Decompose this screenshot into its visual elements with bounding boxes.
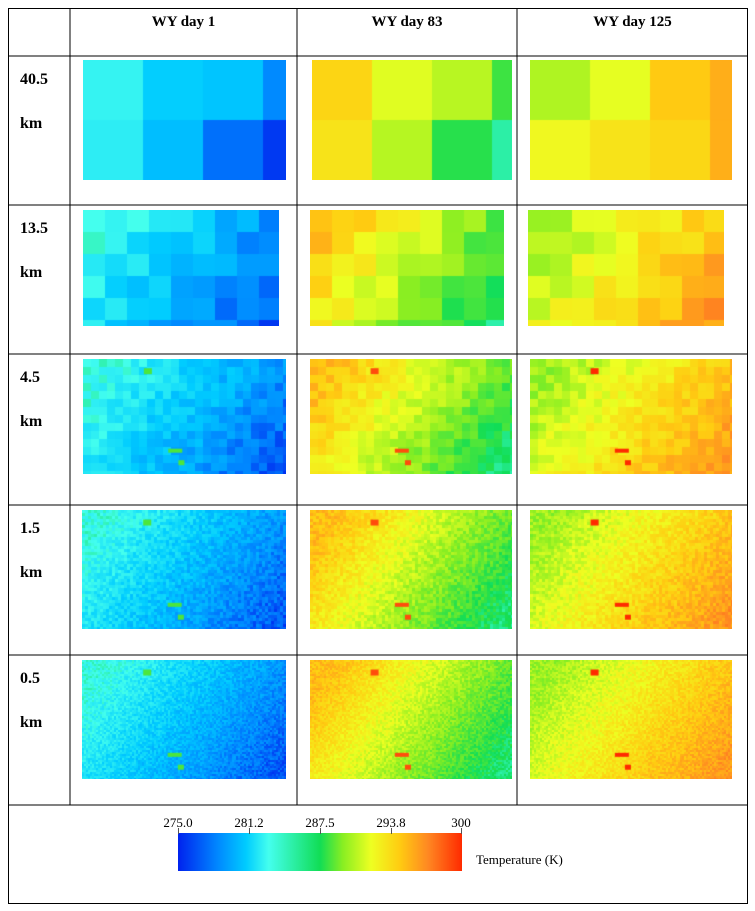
colorbar <box>178 833 462 871</box>
map-1-5km-day-1 <box>82 510 286 629</box>
row-label-unit: km <box>20 115 43 132</box>
map-1-5km-day-125 <box>530 510 732 629</box>
map-40-5km-day-125 <box>530 60 732 180</box>
row-label-1-5km: 1.5 km <box>20 507 42 595</box>
map-0-5km-day-1 <box>82 660 286 779</box>
row-label-unit: km <box>20 264 43 281</box>
row-label-value: 13.5 <box>20 220 48 237</box>
colorbar-tick-label: 275.0 <box>163 815 193 830</box>
colorbar-tick-label: 281.2 <box>234 815 264 830</box>
map-4-5km-day-83 <box>310 359 512 474</box>
map-4-5km-day-125 <box>530 359 732 474</box>
colorbar-tick-label: 287.5 <box>305 815 335 830</box>
map-0-5km-day-83 <box>310 660 512 779</box>
colorbar-title: Temperature (K) <box>476 852 563 867</box>
map-0-5km-day-125 <box>530 660 732 779</box>
row-label-13-5km: 13.5 km <box>20 207 48 295</box>
colorbar-tick <box>178 828 179 834</box>
column-header-day-1: WY day 1 <box>151 14 216 30</box>
map-13-5km-day-125 <box>528 210 724 326</box>
colorbar-tick <box>320 828 321 834</box>
row-label-value: 0.5 <box>20 670 40 687</box>
column-header-day-83: WY day 83 <box>371 14 443 30</box>
colorbar-tick-label: 293.8 <box>376 815 406 830</box>
colorbar-tick <box>391 828 392 834</box>
map-13-5km-day-1 <box>83 210 279 326</box>
map-1-5km-day-83 <box>310 510 512 629</box>
row-label-unit: km <box>20 714 43 731</box>
map-40-5km-day-1 <box>83 60 286 180</box>
row-label-40-5km: 40.5 km <box>20 58 48 146</box>
column-header-day-125: WY day 125 <box>593 14 672 30</box>
row-label-4-5km: 4.5 km <box>20 356 42 444</box>
colorbar-tick-label: 300 <box>451 815 471 830</box>
map-4-5km-day-1 <box>83 359 286 474</box>
row-label-0-5km: 0.5 km <box>20 657 42 745</box>
colorbar-tick <box>461 828 462 834</box>
map-40-5km-day-83 <box>312 60 512 180</box>
row-label-unit: km <box>20 413 43 430</box>
row-label-value: 4.5 <box>20 369 40 386</box>
row-label-value: 40.5 <box>20 71 48 88</box>
row-label-value: 1.5 <box>20 520 40 537</box>
figure-grid: WY day 1 WY day 83 WY day 125 40.5 km 13… <box>8 8 748 904</box>
table-lines <box>8 8 748 904</box>
colorbar-tick <box>249 828 250 834</box>
map-13-5km-day-83 <box>310 210 504 326</box>
row-label-unit: km <box>20 564 43 581</box>
